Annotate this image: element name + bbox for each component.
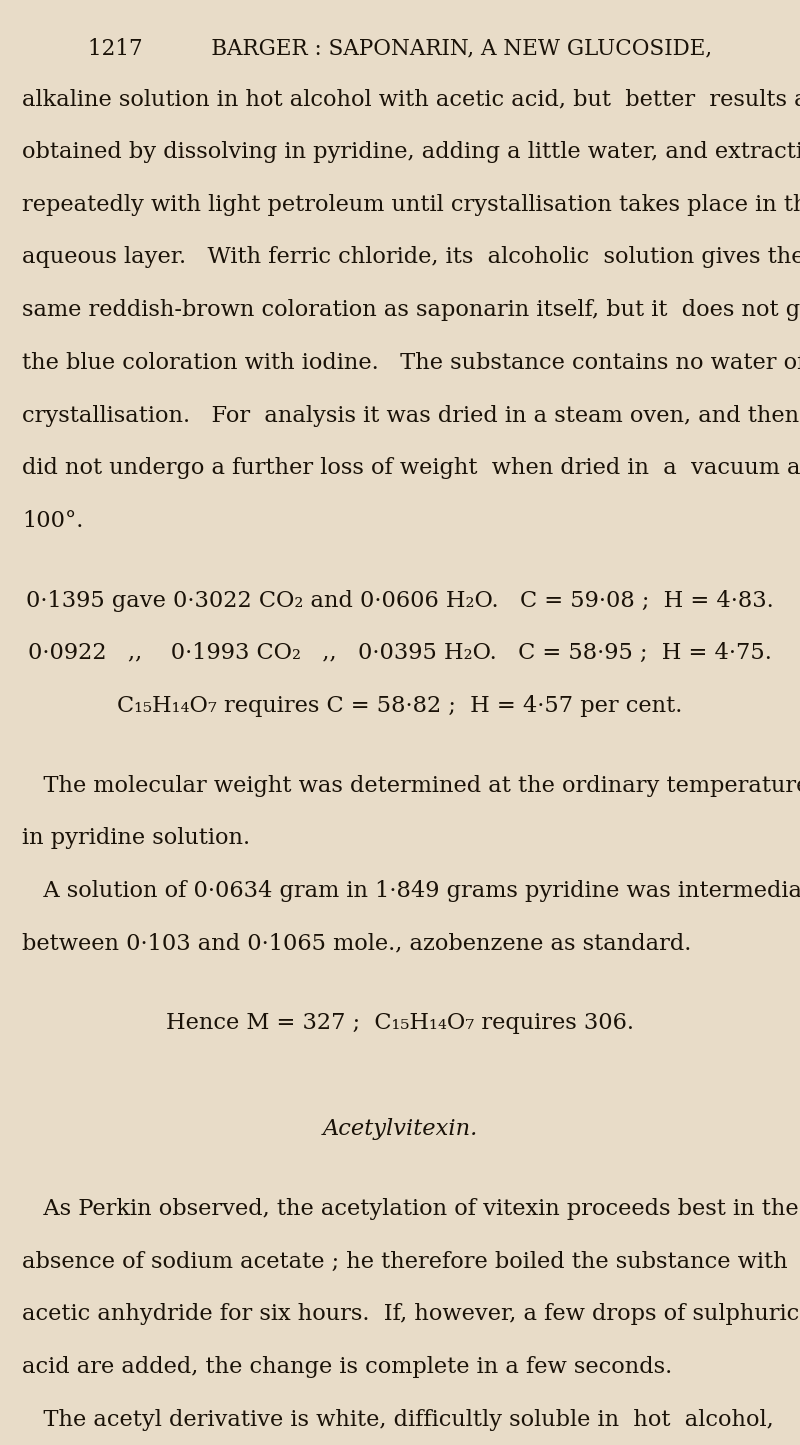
Text: in pyridine solution.: in pyridine solution.: [22, 827, 250, 850]
Text: did not undergo a further loss of weight  when dried in  a  vacuum at: did not undergo a further loss of weight…: [22, 457, 800, 480]
Text: acetic anhydride for six hours.  If, however, a few drops of sulphuric: acetic anhydride for six hours. If, howe…: [22, 1303, 800, 1325]
Text: acid are added, the change is complete in a few seconds.: acid are added, the change is complete i…: [22, 1355, 673, 1379]
Text: C₁₅H₁₄O₇ requires C = 58·82 ;  H = 4·57 per cent.: C₁₅H₁₄O₇ requires C = 58·82 ; H = 4·57 p…: [118, 695, 682, 717]
Text: absence of sodium acetate ; he therefore boiled the substance with: absence of sodium acetate ; he therefore…: [22, 1250, 788, 1273]
Text: As Perkin observed, the acetylation of vitexin proceeds best in the: As Perkin observed, the acetylation of v…: [22, 1198, 799, 1220]
Text: aqueous layer.   With ferric chloride, its  alcoholic  solution gives the: aqueous layer. With ferric chloride, its…: [22, 246, 800, 269]
Text: Hence M = 327 ;  C₁₅H₁₄O₇ requires 306.: Hence M = 327 ; C₁₅H₁₄O₇ requires 306.: [166, 1011, 634, 1035]
Text: 100°.: 100°.: [22, 510, 84, 532]
Text: A solution of 0·0634 gram in 1·849 grams pyridine was intermediate: A solution of 0·0634 gram in 1·849 grams…: [22, 880, 800, 902]
Text: Acetylvitexin.: Acetylvitexin.: [322, 1118, 478, 1140]
Text: The molecular weight was determined at the ordinary temperature: The molecular weight was determined at t…: [22, 775, 800, 796]
Text: obtained by dissolving in pyridine, adding a little water, and extracting: obtained by dissolving in pyridine, addi…: [22, 142, 800, 163]
Text: alkaline solution in hot alcohol with acetic acid, but  better  results are: alkaline solution in hot alcohol with ac…: [22, 88, 800, 110]
Text: same reddish-brown coloration as saponarin itself, but it  does not give: same reddish-brown coloration as saponar…: [22, 299, 800, 321]
Text: 0·0922   ,,    0·1993 CO₂   ,,   0·0395 H₂O.   C = 58·95 ;  H = 4·75.: 0·0922 ,, 0·1993 CO₂ ,, 0·0395 H₂O. C = …: [28, 642, 772, 665]
Text: crystallisation.   For  analysis it was dried in a steam oven, and then: crystallisation. For analysis it was dri…: [22, 405, 799, 426]
Text: repeatedly with light petroleum until crystallisation takes place in the: repeatedly with light petroleum until cr…: [22, 194, 800, 215]
Text: 1217          BARGER : SAPONARIN, A NEW GLUCOSIDE,: 1217 BARGER : SAPONARIN, A NEW GLUCOSIDE…: [88, 38, 712, 59]
Text: between 0·103 and 0·1065 mole., azobenzene as standard.: between 0·103 and 0·1065 mole., azobenze…: [22, 932, 692, 955]
Text: 0·1395 gave 0·3022 CO₂ and 0·0606 H₂O.   C = 59·08 ;  H = 4·83.: 0·1395 gave 0·3022 CO₂ and 0·0606 H₂O. C…: [26, 590, 774, 611]
Text: the blue coloration with iodine.   The substance contains no water of: the blue coloration with iodine. The sub…: [22, 351, 800, 374]
Text: The acetyl derivative is white, difficultly soluble in  hot  alcohol,: The acetyl derivative is white, difficul…: [22, 1409, 774, 1431]
